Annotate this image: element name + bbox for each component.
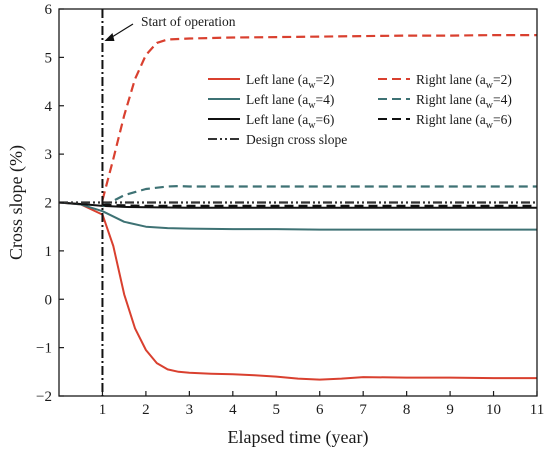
annotation-arrowhead [104,33,115,41]
y-tick-label: 1 [45,244,53,260]
y-tick-label: −1 [36,341,52,357]
legend-label-2: Left lane (aw=4) [246,92,334,111]
y-tick-label: −2 [36,389,52,405]
legend-label-5: Right lane (aw=4) [416,92,512,111]
y-axis-title: Cross slope (%) [6,145,27,260]
annotation-label: Start of operation [141,14,236,29]
y-tick-label: 2 [45,196,53,212]
x-tick-label: 5 [273,402,281,418]
plot-area [58,34,537,381]
x-tick-label: 4 [229,402,237,418]
y-tick-label: 0 [45,292,53,308]
y-tick-label: 4 [45,99,53,115]
y-tick-label: 6 [45,2,53,18]
legend: Left lane (aw=2)Left lane (aw=4)Left lan… [208,72,512,147]
x-tick-label: 7 [359,402,367,418]
x-tick-label: 9 [446,402,454,418]
series-line-6 [102,203,537,207]
legend-label-6: Right lane (aw=6) [416,112,512,131]
x-axis-title: Elapsed time (year) [228,427,369,448]
series-line-1 [58,201,537,381]
series-line-5 [101,185,537,208]
annotation: Start of operation [101,9,236,396]
series-line-2 [58,201,537,231]
x-tick-label: 6 [316,402,324,418]
legend-label-7: Design cross slope [246,132,347,147]
legend-label-4: Right lane (aw=2) [416,72,512,91]
x-tick-label: 11 [530,402,544,418]
x-tick-label: 1 [99,402,107,418]
series-line-4 [101,34,537,201]
legend-label-1: Left lane (aw=2) [246,72,334,91]
x-tick-label: 10 [486,402,501,418]
y-tick-label: 5 [45,50,53,66]
x-tick-label: 2 [142,402,150,418]
x-tick-label: 3 [186,402,194,418]
axis-ticks: 1 2 3 4 5 6 7 8 9 10 11 −2 −1 0 1 2 3 4 5 6 [36,2,544,418]
x-tick-label: 8 [403,402,411,418]
y-tick-label: 3 [45,147,53,163]
legend-label-3: Left lane (aw=6) [246,112,334,131]
annotation-arrow-shaft [110,23,134,39]
